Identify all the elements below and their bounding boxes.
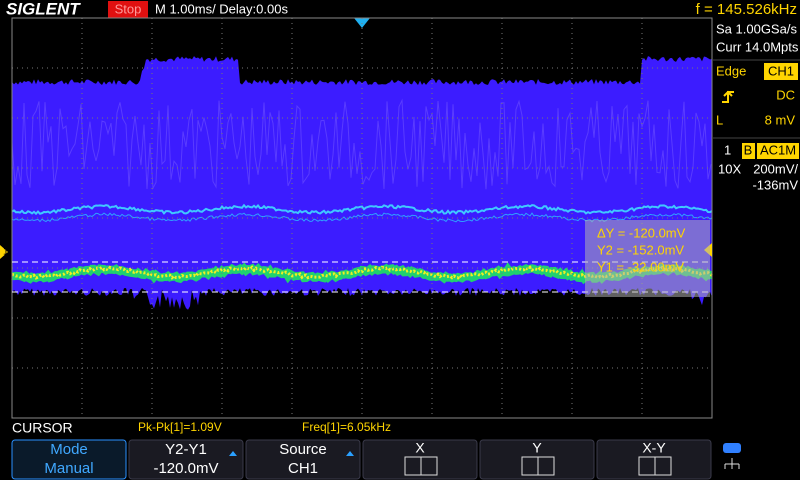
- frequency-measurement: Freq[1]=6.05kHz: [302, 420, 391, 434]
- waveform-trace: [11, 212, 713, 223]
- softkey-label: X: [415, 440, 425, 456]
- softkey-label: Mode: [50, 441, 88, 458]
- softkey-arrow: [346, 451, 354, 456]
- waveform-envelope: [12, 56, 712, 310]
- softkey-value: Manual: [44, 460, 93, 477]
- softkey-value: CH1: [288, 460, 318, 477]
- system-icons: [723, 443, 741, 469]
- timebase: M 1.00ms/ Delay:0.00s: [155, 1, 288, 16]
- sample-rate: Sa 1.00GSa/s: [716, 21, 797, 36]
- trigger-type: Edge: [716, 63, 746, 78]
- softkey[interactable]: [362, 439, 478, 480]
- trigger-level-label: L: [716, 112, 723, 127]
- trigger-slope-icon: [722, 90, 734, 103]
- menu-title: CURSOR: [12, 420, 73, 436]
- icon-network: [724, 458, 740, 469]
- softkey-value: -120.0mV: [153, 460, 218, 477]
- channel-marker-shape: [0, 245, 8, 259]
- softkey[interactable]: [596, 439, 712, 480]
- softkey[interactable]: [245, 439, 361, 480]
- trigger-level: 8 mV: [765, 112, 796, 127]
- channel-marker: 1: [3, 247, 9, 258]
- graticule: [12, 18, 712, 418]
- bandwidth-limit: B: [744, 142, 753, 157]
- waveform-trace: [11, 98, 712, 190]
- cursor-y1-value: Y1 = -32.00mV: [597, 259, 684, 274]
- frequency: f = 145.526kHz: [696, 1, 797, 18]
- pk-pk: Pk-Pk[1]=1.09V: [138, 420, 222, 434]
- status-box: [108, 1, 148, 18]
- softkey-label: X-Y: [642, 440, 666, 456]
- icon-usb: [723, 443, 741, 453]
- vertical-offset: -136mV: [752, 177, 798, 192]
- trigger-coupling: DC: [776, 87, 795, 102]
- channel-number: 1: [724, 142, 731, 157]
- trigger-source: CH1: [768, 63, 794, 78]
- probe: 10X: [718, 161, 741, 176]
- status: Stop: [115, 1, 142, 16]
- waveform-trace: [11, 203, 713, 216]
- trigger-source-box: [764, 63, 798, 80]
- cursor-y2-value: Y2 = -152.0mV: [597, 242, 684, 257]
- softkey-label: Y: [532, 440, 542, 456]
- grid-border: [11, 17, 713, 419]
- softkey-arrow: [229, 451, 237, 456]
- vertical-scale: 200mV/: [753, 161, 798, 176]
- softkey-label: Y2-Y1: [165, 441, 207, 458]
- cursor-delta-y: ΔY = -120.0mV: [597, 225, 686, 240]
- channel-coupling: AC1M: [760, 142, 796, 157]
- softkey[interactable]: [11, 439, 127, 480]
- softkey[interactable]: [479, 439, 595, 480]
- memory-depth: Curr 14.0Mpts: [716, 39, 799, 54]
- brand: SIGLENT: [6, 0, 81, 18]
- coupling-box: [757, 143, 799, 159]
- softkey[interactable]: [128, 439, 244, 480]
- cursor-box: [585, 220, 710, 297]
- softkey-label: Source: [279, 441, 327, 458]
- bw-box: [742, 143, 755, 159]
- softkey-menu: Mode Manual Y2-Y1 -120.0mV Source CH1 X Y X-Y: [11, 439, 712, 480]
